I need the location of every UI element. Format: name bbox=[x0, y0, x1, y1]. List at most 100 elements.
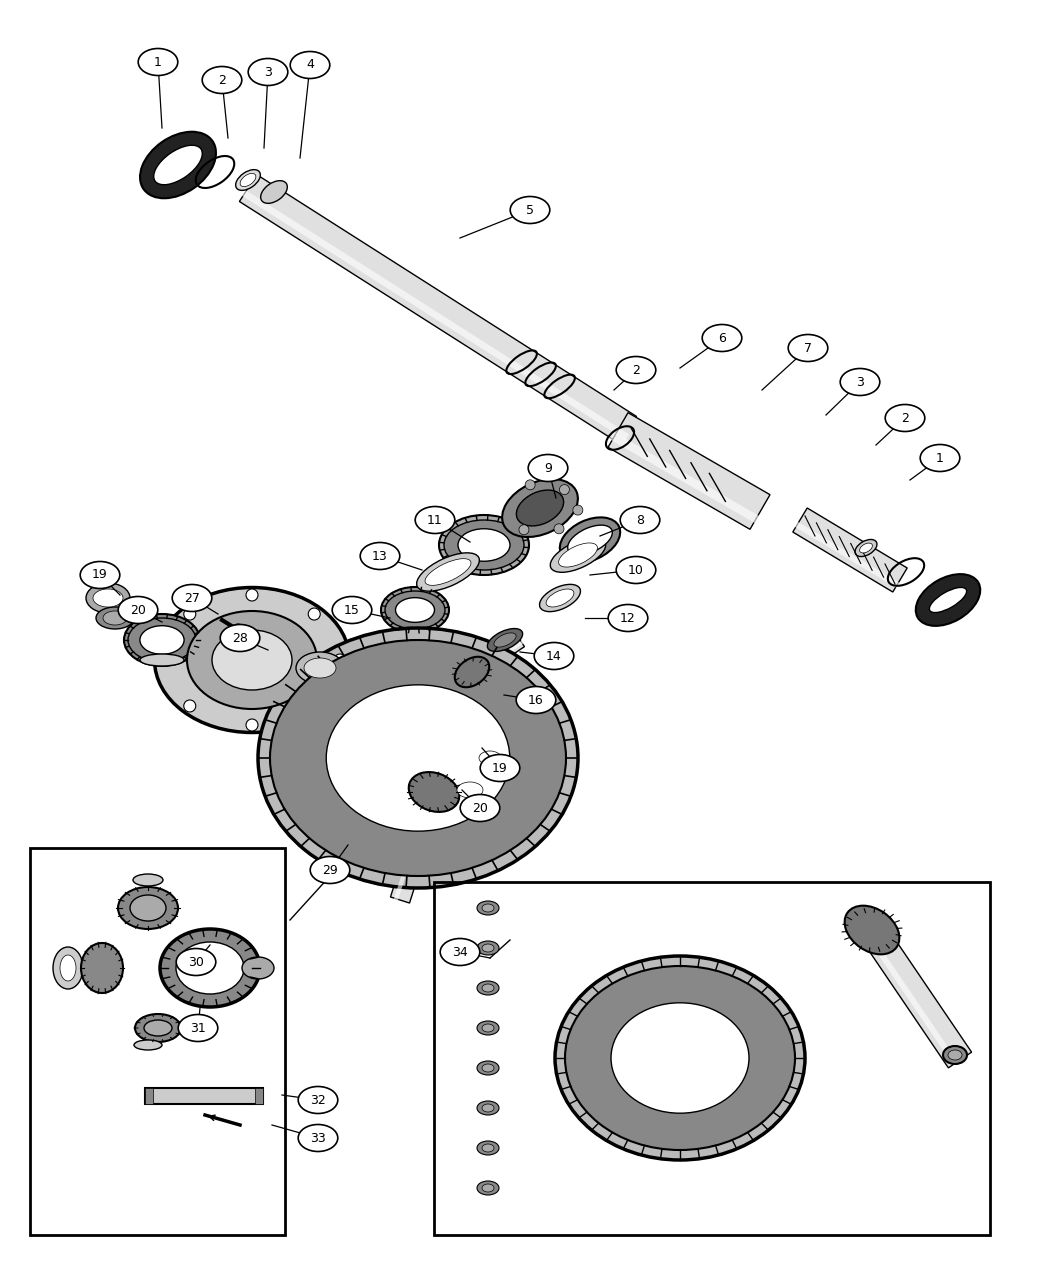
Circle shape bbox=[184, 700, 195, 711]
Text: 30: 30 bbox=[188, 955, 204, 969]
Circle shape bbox=[309, 700, 320, 711]
Circle shape bbox=[554, 524, 564, 534]
Ellipse shape bbox=[840, 368, 880, 395]
Ellipse shape bbox=[460, 794, 500, 821]
Ellipse shape bbox=[568, 525, 612, 555]
Circle shape bbox=[573, 505, 583, 515]
Ellipse shape bbox=[381, 586, 449, 632]
Ellipse shape bbox=[133, 873, 163, 886]
Text: 1: 1 bbox=[936, 451, 944, 464]
Ellipse shape bbox=[502, 479, 578, 537]
Text: 33: 33 bbox=[310, 1131, 326, 1145]
Ellipse shape bbox=[140, 654, 184, 666]
Ellipse shape bbox=[611, 1003, 749, 1113]
Text: 20: 20 bbox=[130, 603, 146, 617]
Ellipse shape bbox=[550, 538, 606, 572]
Text: 34: 34 bbox=[453, 946, 468, 959]
Polygon shape bbox=[239, 175, 636, 444]
Ellipse shape bbox=[487, 629, 523, 652]
Text: 32: 32 bbox=[310, 1094, 326, 1107]
Text: 27: 27 bbox=[184, 592, 200, 604]
Ellipse shape bbox=[172, 584, 212, 612]
Text: 2: 2 bbox=[632, 363, 639, 376]
Text: 29: 29 bbox=[322, 863, 338, 876]
Ellipse shape bbox=[440, 938, 480, 965]
Ellipse shape bbox=[477, 1141, 499, 1155]
Polygon shape bbox=[854, 912, 971, 1068]
Ellipse shape bbox=[153, 145, 203, 185]
Ellipse shape bbox=[477, 980, 499, 994]
Ellipse shape bbox=[258, 629, 578, 887]
Text: 1: 1 bbox=[154, 56, 162, 69]
Ellipse shape bbox=[540, 584, 581, 612]
Ellipse shape bbox=[242, 958, 274, 979]
Ellipse shape bbox=[855, 539, 877, 556]
Bar bbox=[145, 1088, 262, 1104]
Ellipse shape bbox=[616, 357, 656, 384]
Circle shape bbox=[232, 623, 244, 636]
Ellipse shape bbox=[494, 632, 517, 648]
Text: 31: 31 bbox=[190, 1021, 206, 1034]
Text: 6: 6 bbox=[718, 332, 726, 344]
Ellipse shape bbox=[480, 755, 520, 782]
Text: 20: 20 bbox=[472, 802, 488, 815]
Text: 12: 12 bbox=[621, 612, 636, 625]
Text: 8: 8 bbox=[636, 514, 644, 527]
Ellipse shape bbox=[458, 529, 510, 561]
Ellipse shape bbox=[477, 901, 499, 915]
Ellipse shape bbox=[616, 556, 656, 584]
Ellipse shape bbox=[176, 942, 244, 995]
Ellipse shape bbox=[510, 196, 550, 223]
Text: 2: 2 bbox=[218, 74, 226, 87]
Ellipse shape bbox=[140, 626, 184, 654]
Ellipse shape bbox=[270, 640, 566, 876]
Ellipse shape bbox=[929, 588, 967, 612]
Ellipse shape bbox=[534, 643, 573, 669]
Text: 15: 15 bbox=[344, 603, 360, 617]
Circle shape bbox=[525, 479, 536, 490]
Ellipse shape bbox=[477, 1061, 499, 1075]
Ellipse shape bbox=[52, 947, 83, 989]
Ellipse shape bbox=[444, 520, 524, 570]
Ellipse shape bbox=[482, 904, 494, 912]
Ellipse shape bbox=[565, 966, 795, 1150]
Ellipse shape bbox=[118, 887, 179, 929]
Ellipse shape bbox=[608, 604, 648, 631]
Ellipse shape bbox=[528, 454, 568, 482]
Ellipse shape bbox=[408, 773, 459, 812]
Ellipse shape bbox=[482, 1104, 494, 1112]
Ellipse shape bbox=[248, 59, 288, 85]
Ellipse shape bbox=[482, 1024, 494, 1031]
Ellipse shape bbox=[130, 895, 166, 921]
Ellipse shape bbox=[477, 1102, 499, 1116]
Ellipse shape bbox=[477, 1181, 499, 1195]
Text: 19: 19 bbox=[92, 569, 108, 581]
Ellipse shape bbox=[457, 782, 483, 798]
Ellipse shape bbox=[139, 48, 177, 75]
Polygon shape bbox=[463, 634, 524, 682]
Ellipse shape bbox=[327, 685, 509, 831]
Ellipse shape bbox=[310, 857, 350, 884]
Ellipse shape bbox=[560, 518, 621, 562]
Ellipse shape bbox=[154, 588, 350, 733]
Text: 3: 3 bbox=[856, 376, 864, 389]
Ellipse shape bbox=[298, 1125, 338, 1151]
Ellipse shape bbox=[140, 131, 216, 199]
Ellipse shape bbox=[546, 589, 574, 607]
Ellipse shape bbox=[482, 1065, 494, 1072]
Ellipse shape bbox=[212, 630, 292, 690]
Ellipse shape bbox=[555, 956, 805, 1160]
Ellipse shape bbox=[160, 929, 260, 1007]
Ellipse shape bbox=[296, 652, 344, 683]
Text: 2: 2 bbox=[901, 412, 909, 425]
Ellipse shape bbox=[948, 1051, 962, 1060]
Text: 4: 4 bbox=[306, 59, 314, 71]
Circle shape bbox=[184, 608, 195, 620]
Ellipse shape bbox=[290, 51, 330, 79]
Ellipse shape bbox=[134, 1040, 162, 1051]
Text: 11: 11 bbox=[427, 514, 443, 527]
Ellipse shape bbox=[220, 625, 259, 652]
Text: 28: 28 bbox=[232, 631, 248, 644]
Ellipse shape bbox=[60, 955, 76, 980]
Polygon shape bbox=[391, 787, 444, 903]
